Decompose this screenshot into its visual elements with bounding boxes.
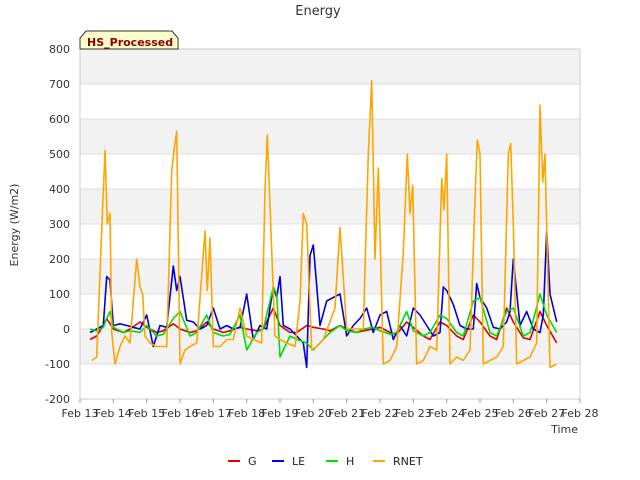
x-tick-label: Feb 14 <box>95 407 132 420</box>
legend-item-rnet: RNET <box>373 455 423 468</box>
legend-item-g: G <box>228 455 257 468</box>
plot-band <box>80 49 580 84</box>
x-tick-label: Feb 21 <box>328 407 365 420</box>
plot-band <box>80 259 580 294</box>
legend-label: LE <box>292 455 305 468</box>
y-tick-label: -200 <box>45 393 70 406</box>
x-tick-label: Feb 16 <box>162 407 199 420</box>
processed-badge: HS_Processed <box>79 30 179 50</box>
x-tick-label: Feb 28 <box>562 407 599 420</box>
x-tick-label: Feb 27 <box>528 407 565 420</box>
plot-band <box>80 189 580 224</box>
legend-label: RNET <box>393 455 423 468</box>
y-tick-label: 800 <box>49 43 70 56</box>
chart-title: Energy <box>295 4 341 19</box>
y-tick-label: 600 <box>49 113 70 126</box>
x-tick-label: Feb 18 <box>228 407 265 420</box>
x-tick-label: Feb 13 <box>62 407 99 420</box>
legend-item-le: LE <box>272 455 305 468</box>
plot-band <box>80 119 580 154</box>
series-line-le <box>89 230 558 369</box>
x-axis-label: Time <box>550 423 578 436</box>
x-tick-label: Feb 22 <box>362 407 399 420</box>
y-tick-label: 100 <box>49 288 70 301</box>
y-tick-label: 0 <box>63 323 70 336</box>
y-axis-label: Energy (W/m2) <box>8 184 21 267</box>
y-tick-label: 300 <box>49 218 70 231</box>
series-line-g <box>89 307 558 344</box>
y-tick-label: 400 <box>49 183 70 196</box>
series-line-h <box>89 286 558 358</box>
legend-label: G <box>248 455 257 468</box>
legend: G LE H RNET <box>228 455 423 468</box>
plot-bands <box>80 49 580 364</box>
y-axis-ticks: -200 -100 0 100 200 300 400 500 600 700 800 <box>45 43 70 406</box>
legend-label: H <box>346 455 354 468</box>
x-tick-label: Feb 19 <box>262 407 299 420</box>
y-tick-label: -100 <box>45 358 70 371</box>
x-tick-label: Feb 20 <box>295 407 332 420</box>
series-lines <box>89 79 558 369</box>
plot-frame <box>79 48 581 400</box>
badge-label: HS_Processed <box>87 36 173 49</box>
x-tick-label: Feb 15 <box>128 407 165 420</box>
x-tick-label: Feb 25 <box>462 407 499 420</box>
y-tick-label: 500 <box>49 148 70 161</box>
x-tick-label: Feb 23 <box>395 407 432 420</box>
x-tick-label: Feb 26 <box>495 407 532 420</box>
series-line-rnet <box>91 79 558 369</box>
y-tick-label: 700 <box>49 78 70 91</box>
y-tick-label: 200 <box>49 253 70 266</box>
x-tick-label: Feb 17 <box>195 407 232 420</box>
legend-item-h: H <box>326 455 354 468</box>
x-tick-label: Feb 24 <box>428 407 465 420</box>
